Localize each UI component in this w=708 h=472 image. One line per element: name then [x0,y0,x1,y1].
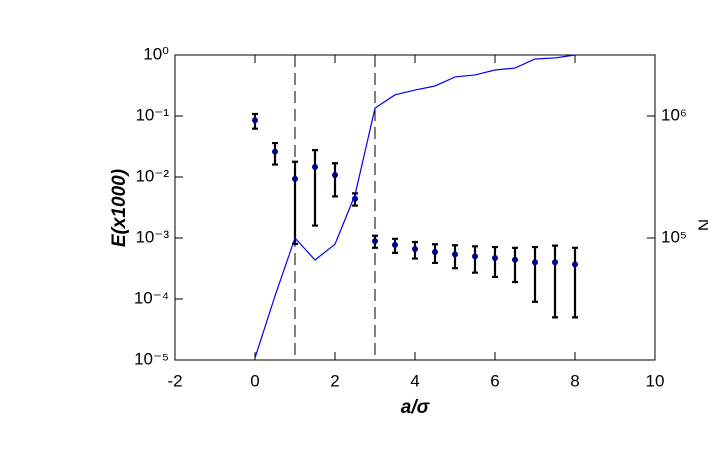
data-point [432,248,438,255]
error-bar [492,245,498,279]
x-tick-label: 6 [490,371,499,390]
x-tick-label: -2 [167,371,182,390]
data-point [412,246,418,253]
data-point [552,259,558,266]
data-point [512,256,518,263]
x-axis-label: a/σ [401,397,431,418]
error-bar [552,244,558,319]
x-tick-label: 8 [570,371,579,390]
data-point [272,148,278,155]
data-point [372,238,378,245]
x-tick-label: 0 [250,371,259,390]
plot-frame [174,54,656,361]
data-point [532,259,538,266]
x-tick-label: 10 [646,371,665,390]
error-bar [292,160,298,246]
y2-axis-label: N [695,219,708,231]
data-point [472,253,478,260]
data-point [312,163,318,170]
data-point [292,175,298,182]
x-tick-label: 2 [330,371,339,390]
error-bar [532,245,538,303]
data-point [392,241,398,248]
data-point [452,251,458,258]
y-tick-label: 10⁻¹ [135,105,169,124]
error-bar [572,246,578,319]
error-bar [312,149,318,227]
y-tick-label: 10⁻⁴ [134,288,169,307]
error-bar [472,245,478,274]
error-bar [332,162,338,198]
y-tick-label: 10⁻⁵ [134,349,169,368]
data-point [572,261,578,268]
data-point [332,171,338,178]
y-tick-label: 10⁻² [135,166,169,185]
error-bar [512,246,518,284]
y2-tick-label: 10⁵ [661,227,687,246]
data-point [252,117,258,124]
y-tick-label: 10⁻³ [135,227,169,246]
y-axis-label: E(x1000) [109,169,130,247]
y2-tick-label: 10⁶ [661,105,687,124]
y-tick-label: 10⁰ [143,44,169,63]
data-line [254,54,576,359]
x-tick-label: 4 [410,371,419,390]
data-point [492,255,498,262]
